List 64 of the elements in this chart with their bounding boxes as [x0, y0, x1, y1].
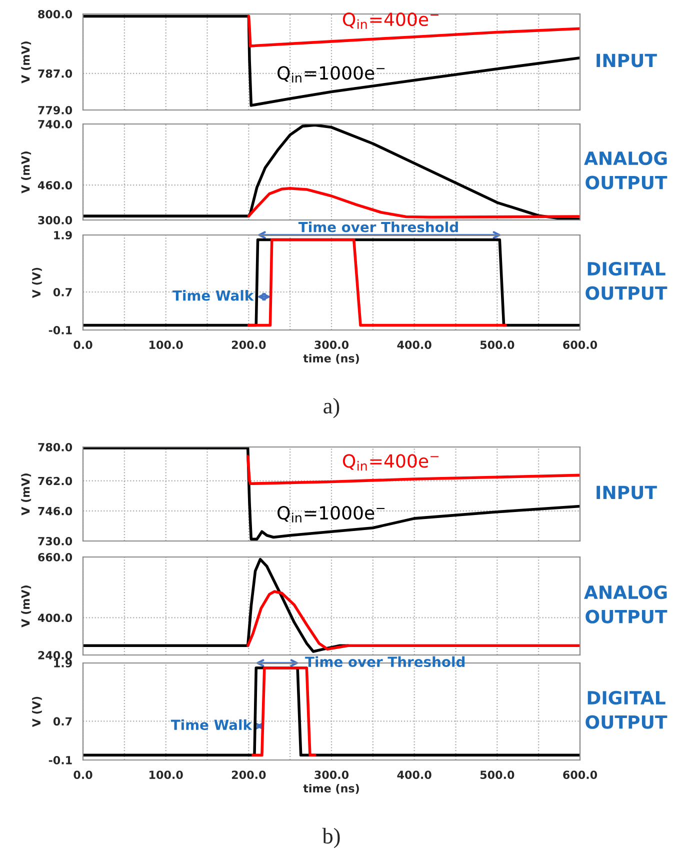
series-label: Q$_{in}$=400e$^{−}$	[342, 12, 438, 29]
y-tick-label: 460.0	[38, 181, 72, 190]
series-label: Q$_{in}$=1000e$^{−}$	[278, 506, 385, 522]
x-axis-title: time (ns)	[303, 354, 359, 364]
line-series	[247, 186, 580, 219]
x-tick-label: 400.0	[397, 340, 432, 350]
y-tick-label: 1.9	[54, 658, 72, 668]
x-tick-label: 100.0	[150, 340, 183, 350]
x-tick-label: 200.0	[232, 770, 266, 780]
y-tick-label: 762.0	[38, 476, 72, 486]
y-tick-label: 660.0	[38, 552, 72, 562]
line-series	[247, 14, 580, 48]
y-tick-label: 0.7	[53, 717, 72, 726]
y-tick-label: 300.0	[38, 216, 72, 224]
y-axis-title: V (mV)	[21, 42, 32, 84]
y-tick-label: -0.1	[48, 756, 72, 764]
series-label: Q$_{in}$=400e$^{−}$	[342, 454, 438, 470]
x-tick-label: 200.0	[232, 340, 266, 350]
y-tick-label: 779.0	[38, 106, 72, 114]
annotation: Time Walk	[172, 290, 254, 301]
y-tick-label: 780.0	[38, 442, 72, 452]
text: ANALOG OUTPUT	[584, 151, 668, 190]
text: INPUT	[596, 54, 657, 68]
y-axis-title: V (V)	[32, 268, 42, 298]
y-tick-label: 240.0	[38, 650, 72, 660]
line-series	[83, 124, 580, 220]
text: a)	[324, 398, 340, 418]
text: DIGITAL OUTPUT	[586, 262, 668, 300]
x-tick-label: 300.0	[314, 770, 349, 780]
y-tick-label: 740.0	[38, 120, 72, 128]
line-series	[246, 590, 580, 651]
x-tick-label: 400.0	[397, 770, 432, 780]
y-tick-label: 787.0	[38, 69, 72, 78]
text: INPUT	[596, 486, 657, 500]
annotation: Time Walk	[170, 719, 252, 730]
y-tick-label: 730.0	[38, 536, 72, 546]
y-tick-label: 0.7	[53, 288, 72, 296]
x-tick-label: 100.0	[150, 770, 183, 780]
y-tick-label: 800.0	[38, 10, 72, 18]
x-tick-label: 300.0	[314, 340, 349, 350]
y-tick-label: 1.9	[54, 230, 72, 240]
x-tick-label: 500.0	[480, 770, 514, 780]
annotation: Time over Threshold	[305, 656, 465, 668]
y-tick-label: -0.1	[48, 326, 72, 334]
x-tick-label: 500.0	[480, 340, 514, 350]
text: ANALOG OUTPUT	[584, 585, 668, 624]
y-tick-label: 746.0	[38, 506, 72, 516]
x-axis-title: time (ns)	[303, 784, 359, 794]
y-axis-title: V (mV)	[21, 152, 32, 194]
annotation: Time over Threshold	[298, 222, 458, 232]
y-axis-title: V (mV)	[21, 586, 32, 628]
y-tick-label: 400.0	[38, 614, 72, 622]
line-series	[246, 455, 580, 486]
x-tick-label: 0.0	[74, 770, 92, 780]
line-series	[83, 14, 580, 107]
x-tick-label: 600.0	[563, 770, 598, 780]
x-tick-label: 0.0	[74, 340, 92, 350]
y-axis-title: V (mV)	[21, 474, 32, 516]
series-label: Q$_{in}$=1000e$^{−}$	[278, 66, 385, 82]
text: DIGITAL OUTPUT	[586, 690, 668, 729]
y-axis-title: V (V)	[32, 696, 42, 728]
text: b)	[322, 828, 340, 848]
line-series	[83, 447, 580, 541]
x-tick-label: 600.0	[563, 340, 598, 350]
